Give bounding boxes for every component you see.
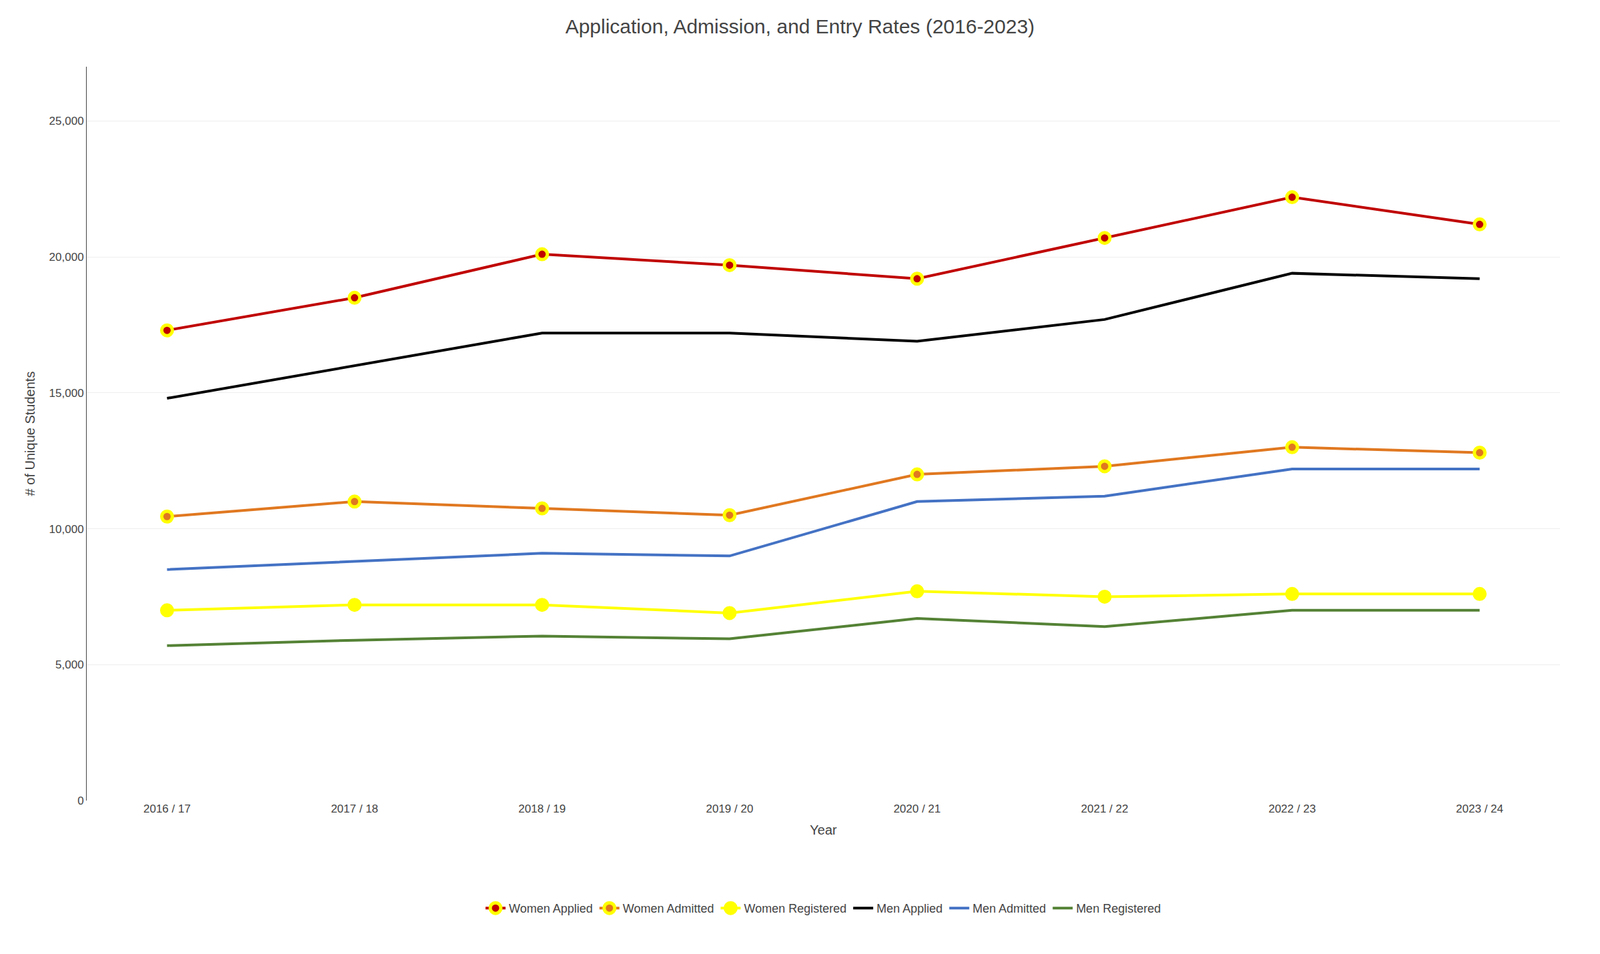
svg-text:0: 0 [77, 794, 84, 808]
svg-text:15,000: 15,000 [49, 386, 85, 400]
svg-text:Men Admitted: Men Admitted [972, 901, 1046, 916]
svg-text:10,000: 10,000 [49, 522, 85, 536]
svg-text:2017 / 18: 2017 / 18 [330, 802, 379, 816]
svg-text:Women Registered: Women Registered [743, 901, 847, 916]
svg-text:Women Admitted: Women Admitted [622, 901, 715, 916]
svg-text:Year: Year [809, 822, 838, 838]
svg-text:2018 / 19: 2018 / 19 [518, 802, 566, 816]
svg-text:2016 / 17: 2016 / 17 [143, 802, 191, 816]
svg-text:20,000: 20,000 [49, 250, 85, 264]
svg-text:2022 / 23: 2022 / 23 [1268, 802, 1316, 816]
svg-text:2021 / 22: 2021 / 22 [1081, 802, 1129, 816]
svg-text:5,000: 5,000 [55, 658, 85, 671]
svg-text:25,000: 25,000 [49, 114, 85, 128]
svg-text:2019 / 20: 2019 / 20 [705, 802, 753, 816]
svg-text:# of Unique Students: # of Unique Students [22, 371, 38, 497]
svg-text:Men Applied: Men Applied [876, 901, 943, 916]
svg-text:2020 / 21: 2020 / 21 [893, 802, 942, 816]
svg-text:Men Registered: Men Registered [1075, 901, 1161, 916]
svg-text:Application, Admission, and En: Application, Admission, and Entry Rates … [565, 15, 1036, 38]
svg-text:Women Applied: Women Applied [508, 901, 593, 916]
svg-text:2023 / 24: 2023 / 24 [1455, 802, 1504, 816]
